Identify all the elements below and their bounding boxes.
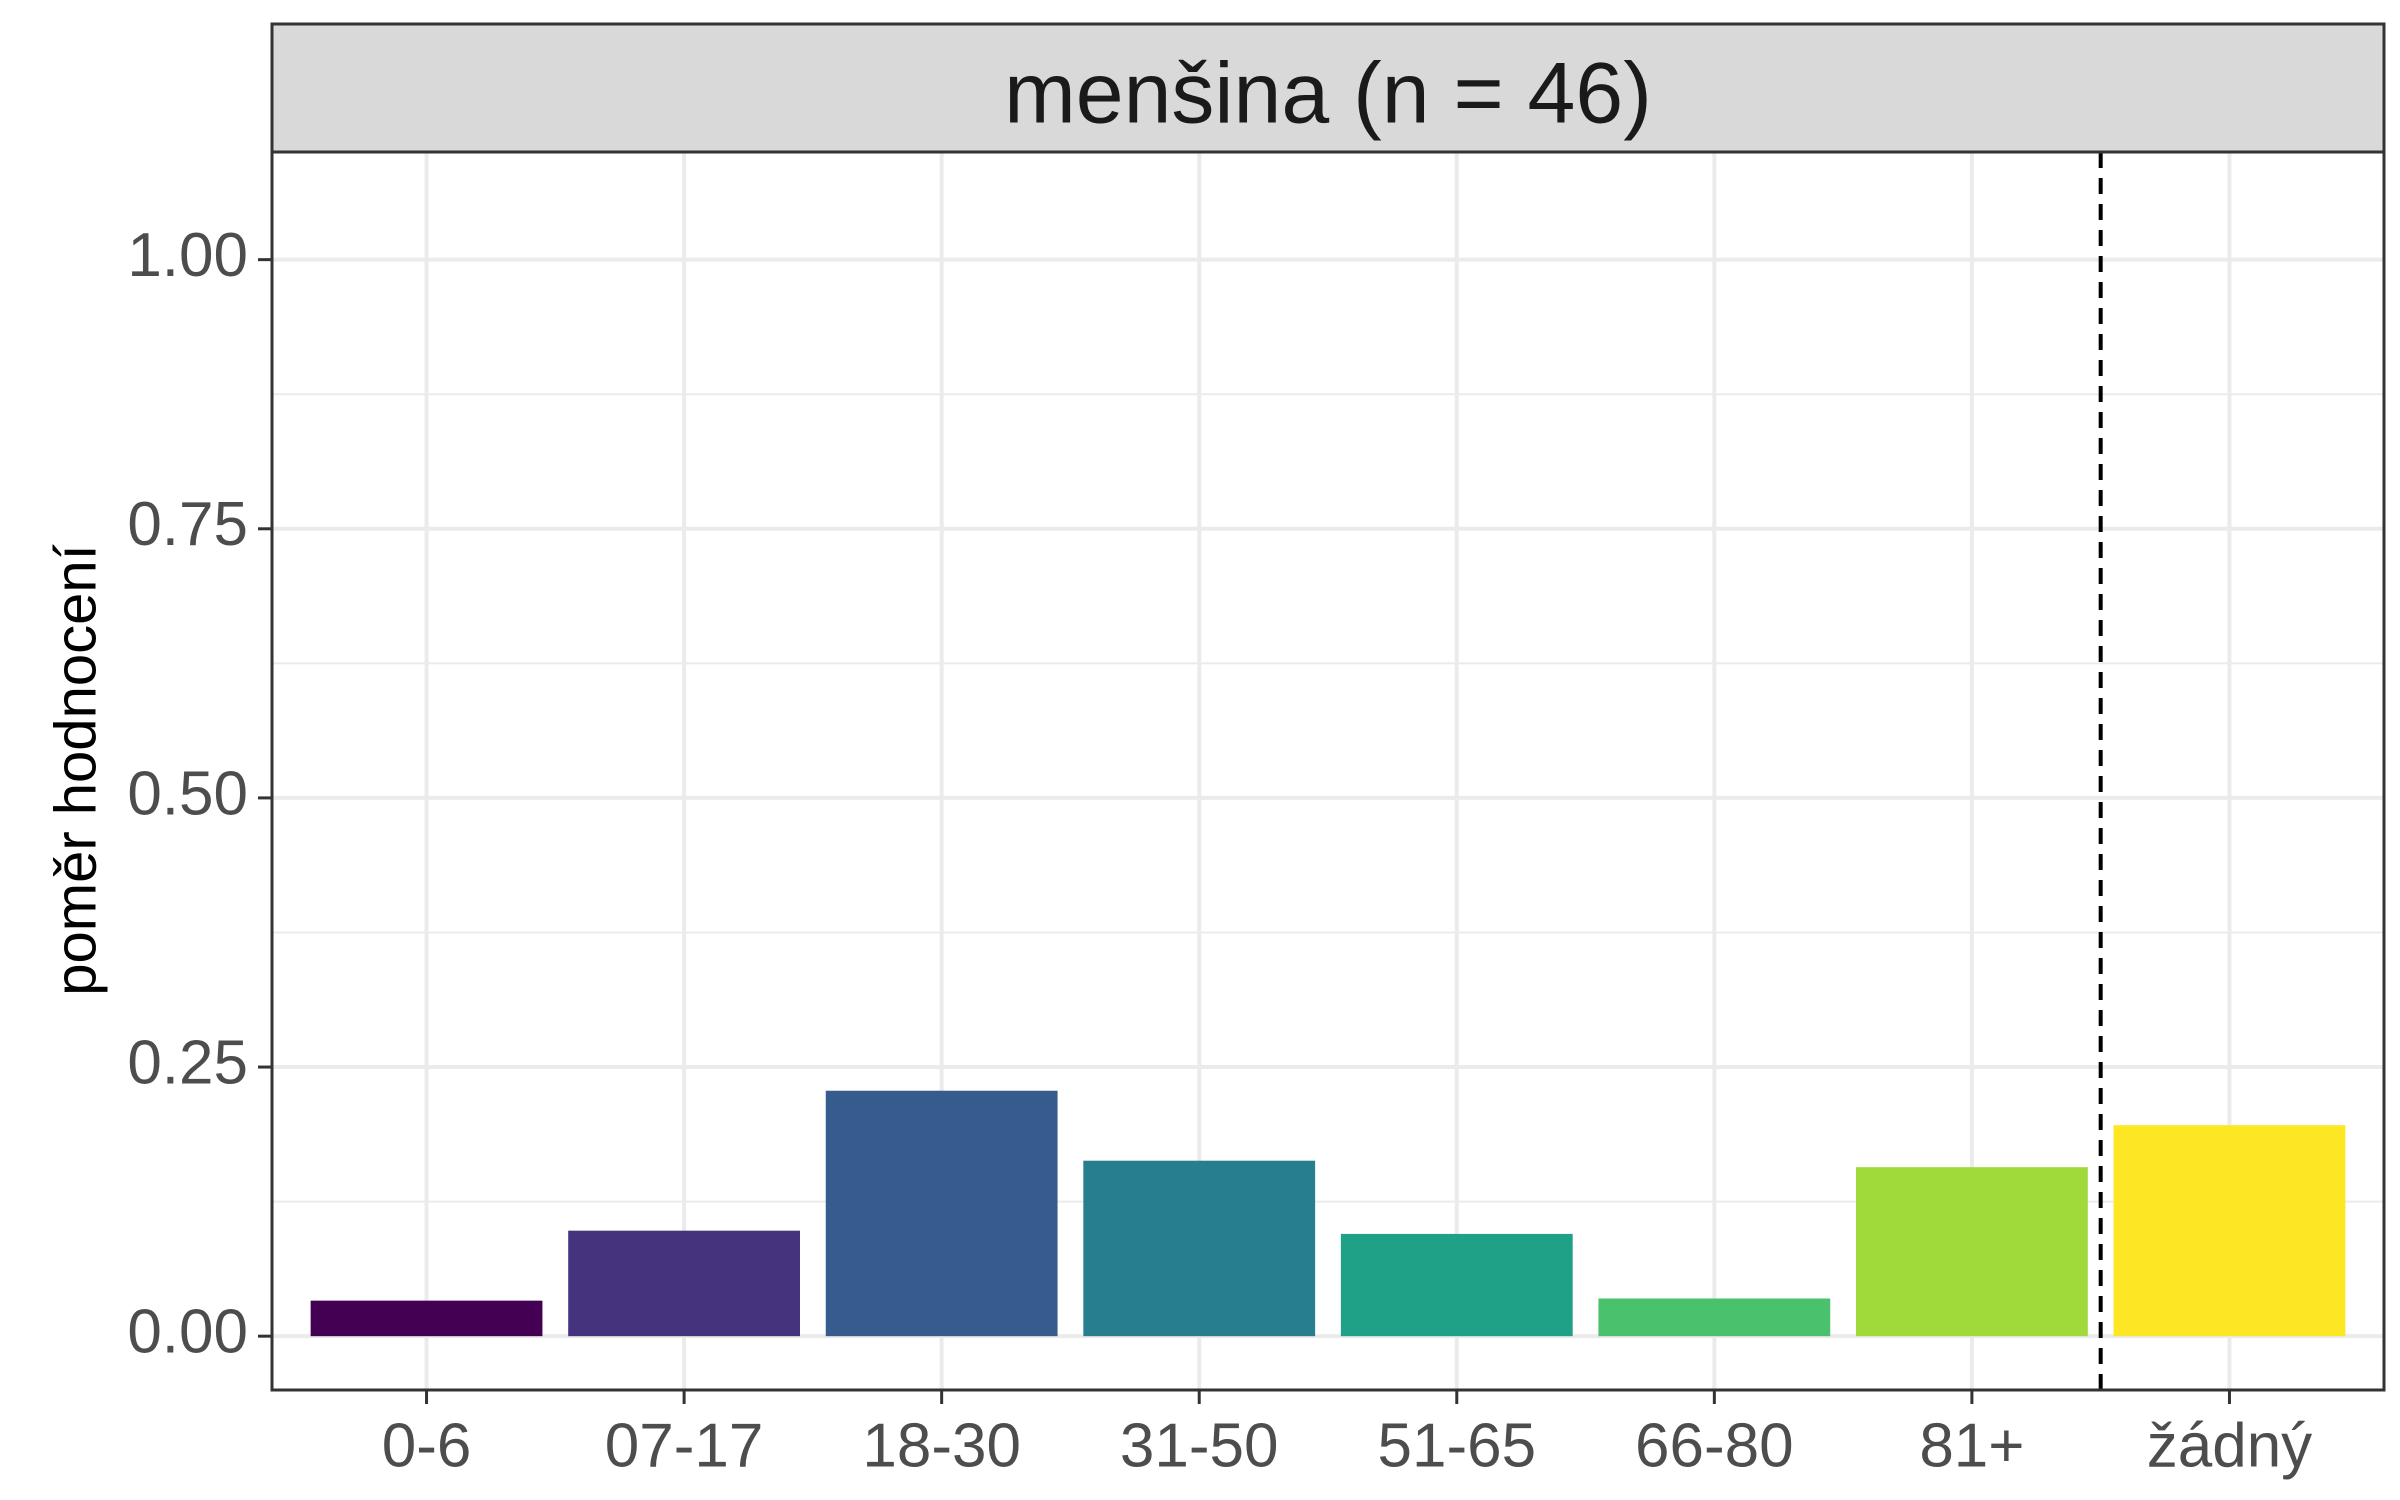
bars [310,1090,2346,1337]
y-tick-label: 0.00 [127,1298,248,1367]
x-tick-label: 18-30 [862,1411,1021,1480]
x-tick-label: 07-17 [605,1411,764,1480]
y-tick-label: 0.25 [127,1028,248,1097]
x-tick-label: žádný [2147,1411,2312,1480]
y-axis-title: poměr hodnocení [43,544,108,995]
x-tick-label: 31-50 [1120,1411,1279,1480]
bar-66-80 [1598,1298,1831,1337]
axes: 0.00 0.25 0.50 0.75 1.00 0-6 07-17 18-30 31-50 51… [127,221,2312,1480]
x-tick-label: 51-65 [1377,1411,1536,1480]
panel-border [270,150,2386,1392]
y-tick-label: 0.75 [127,490,248,559]
x-tick-label: 0-6 [382,1411,472,1480]
x-tick-label: 66-80 [1635,1411,1794,1480]
facet-title: menšina (n = 46) [1004,46,1652,142]
bar-0-6 [310,1300,543,1337]
bar-žádný [2113,1125,2346,1337]
bar-07-17 [568,1230,800,1337]
y-tick-label: 0.50 [127,759,248,828]
bar-18-30 [825,1090,1058,1337]
bar-51-65 [1340,1233,1573,1337]
bar-81+ [1856,1167,2088,1337]
y-tick-label: 1.00 [127,221,248,290]
x-tick-label: 81+ [1919,1411,2024,1480]
bar-31-50 [1083,1160,1316,1337]
facet-strip [270,22,2386,154]
grid-lines [272,152,2384,1390]
